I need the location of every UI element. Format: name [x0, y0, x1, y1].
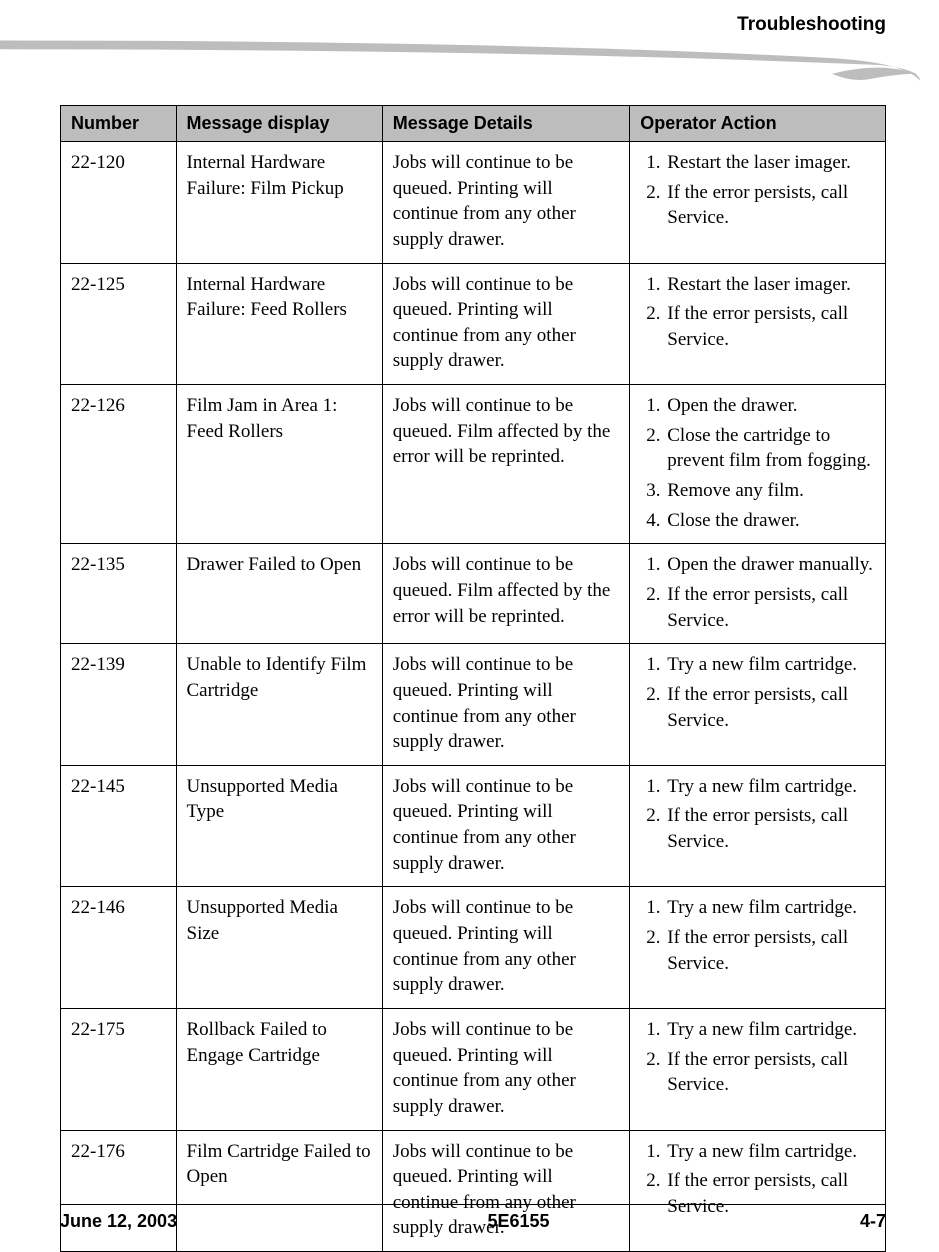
cell-display: Internal Hardware Failure: Film Pickup	[176, 142, 382, 264]
cell-details: Jobs will continue to be queued. Printin…	[382, 887, 630, 1009]
table-row: 22-120Internal Hardware Failure: Film Pi…	[61, 142, 886, 264]
action-item: Try a new film cartridge.	[665, 652, 877, 678]
cell-number: 22-145	[61, 765, 177, 887]
action-list: Try a new film cartridge. If the error pe…	[640, 895, 877, 976]
action-item: If the error persists, call Service.	[665, 301, 877, 352]
cell-details: Jobs will continue to be queued. Printin…	[382, 765, 630, 887]
page-header: Troubleshooting	[0, 0, 939, 95]
cell-action: Restart the laser imager. If the error pe…	[630, 142, 886, 264]
th-display: Message display	[176, 106, 382, 142]
action-item: Open the drawer.	[665, 393, 877, 419]
cell-number: 22-126	[61, 385, 177, 544]
action-item: If the error persists, call Service.	[665, 803, 877, 854]
action-item: Close the cartridge to prevent film from…	[665, 423, 877, 474]
cell-details: Jobs will continue to be queued. Printin…	[382, 142, 630, 264]
cell-details: Jobs will continue to be queued. Film af…	[382, 544, 630, 644]
cell-action: Try a new film cartridge. If the error pe…	[630, 1008, 886, 1130]
table-row: 22-135Drawer Failed to OpenJobs will con…	[61, 544, 886, 644]
table-row: 22-176Film Cartridge Failed to OpenJobs …	[61, 1130, 886, 1252]
cell-action: Try a new film cartridge. If the error pe…	[630, 765, 886, 887]
action-item: Close the drawer.	[665, 508, 877, 534]
table-row: 22-175Rollback Failed to Engage Cartridg…	[61, 1008, 886, 1130]
table-row: 22-126Film Jam in Area 1: Feed RollersJo…	[61, 385, 886, 544]
section-title: Troubleshooting	[0, 14, 886, 36]
cell-display: Film Jam in Area 1: Feed Rollers	[176, 385, 382, 544]
cell-display: Film Cartridge Failed to Open	[176, 1130, 382, 1252]
action-item: If the error persists, call Service.	[665, 180, 877, 231]
action-list: Open the drawer manually. If the error pe…	[640, 552, 877, 633]
cell-action: Try a new film cartridge. If the error pe…	[630, 887, 886, 1009]
cell-number: 22-175	[61, 1008, 177, 1130]
action-item: Try a new film cartridge.	[665, 895, 877, 921]
cell-details: Jobs will continue to be queued. Printin…	[382, 263, 630, 385]
action-list: Try a new film cartridge. If the error pe…	[640, 652, 877, 733]
footer-doc: 5E6155	[488, 1211, 550, 1232]
cell-action: Open the drawer. Close the cartridge to p…	[630, 385, 886, 544]
footer-page: 4-7	[860, 1211, 886, 1232]
cell-number: 22-120	[61, 142, 177, 264]
cell-action: Open the drawer manually. If the error pe…	[630, 544, 886, 644]
swoosh-graphic	[0, 30, 939, 100]
cell-details: Jobs will continue to be queued. Printin…	[382, 1008, 630, 1130]
action-list: Open the drawer. Close the cartridge to p…	[640, 393, 877, 533]
action-item: If the error persists, call Service.	[665, 582, 877, 633]
action-item: Open the drawer manually.	[665, 552, 877, 578]
table-body: 22-120Internal Hardware Failure: Film Pi…	[61, 142, 886, 1252]
th-details: Message Details	[382, 106, 630, 142]
table-header-row: Number Message display Message Details O…	[61, 106, 886, 142]
action-item: Try a new film cartridge.	[665, 1017, 877, 1043]
action-list: Try a new film cartridge. If the error pe…	[640, 774, 877, 855]
page: Troubleshooting Number Message display M…	[0, 0, 939, 1252]
action-item: If the error persists, call Service.	[665, 925, 877, 976]
footer-date: June 12, 2003	[60, 1211, 177, 1232]
action-item: Try a new film cartridge.	[665, 774, 877, 800]
table-row: 22-145Unsupported Media TypeJobs will co…	[61, 765, 886, 887]
th-action: Operator Action	[630, 106, 886, 142]
action-list: Restart the laser imager. If the error pe…	[640, 272, 877, 353]
footer-row: June 12, 2003 5E6155 4-7	[60, 1211, 886, 1232]
cell-details: Jobs will continue to be queued. Printin…	[382, 1130, 630, 1252]
th-number: Number	[61, 106, 177, 142]
table-row: 22-139Unable to Identify Film CartridgeJ…	[61, 644, 886, 766]
page-footer: June 12, 2003 5E6155 4-7	[0, 1204, 939, 1232]
action-list: Restart the laser imager. If the error pe…	[640, 150, 877, 231]
cell-display: Drawer Failed to Open	[176, 544, 382, 644]
cell-number: 22-125	[61, 263, 177, 385]
cell-details: Jobs will continue to be queued. Printin…	[382, 644, 630, 766]
cell-action: Restart the laser imager. If the error pe…	[630, 263, 886, 385]
table-row: 22-125Internal Hardware Failure: Feed Ro…	[61, 263, 886, 385]
cell-action: Try a new film cartridge. If the error pe…	[630, 644, 886, 766]
cell-display: Unsupported Media Size	[176, 887, 382, 1009]
cell-display: Internal Hardware Failure: Feed Rollers	[176, 263, 382, 385]
action-item: If the error persists, call Service.	[665, 682, 877, 733]
table-container: Number Message display Message Details O…	[0, 95, 939, 1252]
action-item: If the error persists, call Service.	[665, 1047, 877, 1098]
cell-details: Jobs will continue to be queued. Film af…	[382, 385, 630, 544]
cell-number: 22-135	[61, 544, 177, 644]
troubleshooting-table: Number Message display Message Details O…	[60, 105, 886, 1252]
action-list: Try a new film cartridge. If the error pe…	[640, 1017, 877, 1098]
action-item: Remove any film.	[665, 478, 877, 504]
cell-number: 22-176	[61, 1130, 177, 1252]
action-item: Try a new film cartridge.	[665, 1139, 877, 1165]
cell-display: Unsupported Media Type	[176, 765, 382, 887]
action-item: Restart the laser imager.	[665, 272, 877, 298]
cell-number: 22-146	[61, 887, 177, 1009]
cell-display: Unable to Identify Film Cartridge	[176, 644, 382, 766]
table-row: 22-146Unsupported Media SizeJobs will co…	[61, 887, 886, 1009]
cell-number: 22-139	[61, 644, 177, 766]
cell-display: Rollback Failed to Engage Cartridge	[176, 1008, 382, 1130]
cell-action: Try a new film cartridge.If the error pe…	[630, 1130, 886, 1252]
action-item: Restart the laser imager.	[665, 150, 877, 176]
